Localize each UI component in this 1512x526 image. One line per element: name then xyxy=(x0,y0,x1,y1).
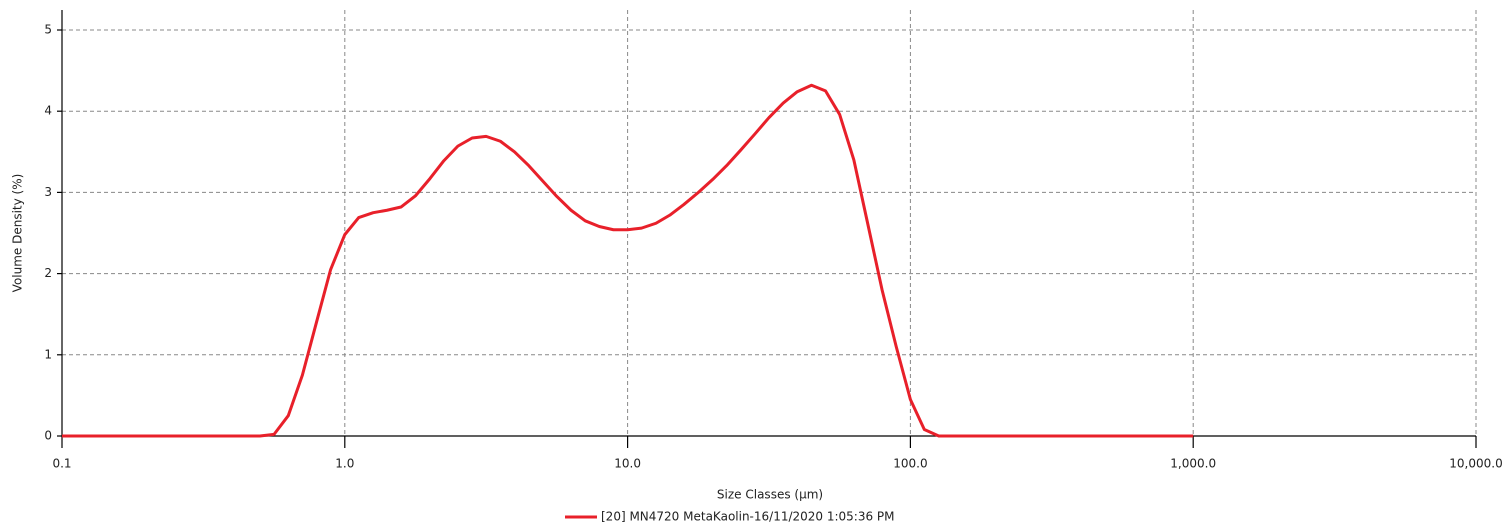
data-line xyxy=(62,83,1194,438)
y-axis-title: Volume Density (%) xyxy=(11,174,25,293)
y-tick-label: 4 xyxy=(44,104,52,118)
y-tick-label: 0 xyxy=(44,429,52,443)
x-axis-title: Size Classes (µm) xyxy=(717,488,823,502)
y-tick-label: 3 xyxy=(44,185,52,199)
y-tick-label: 1 xyxy=(44,347,52,361)
x-tick-label: 10,000.0 xyxy=(1449,457,1502,471)
x-tick-label: 1.0 xyxy=(335,457,354,471)
x-tick-label: 10.0 xyxy=(614,457,641,471)
y-tick-label: 5 xyxy=(44,23,52,37)
x-tick-label: 1,000.0 xyxy=(1170,457,1216,471)
x-tick-label: 0.1 xyxy=(52,457,71,471)
x-tick-label: 100.0 xyxy=(893,457,927,471)
y-tick-label: 2 xyxy=(44,266,52,280)
legend-label: [20] MN4720 MetaKaolin-16/11/2020 1:05:3… xyxy=(601,510,895,524)
